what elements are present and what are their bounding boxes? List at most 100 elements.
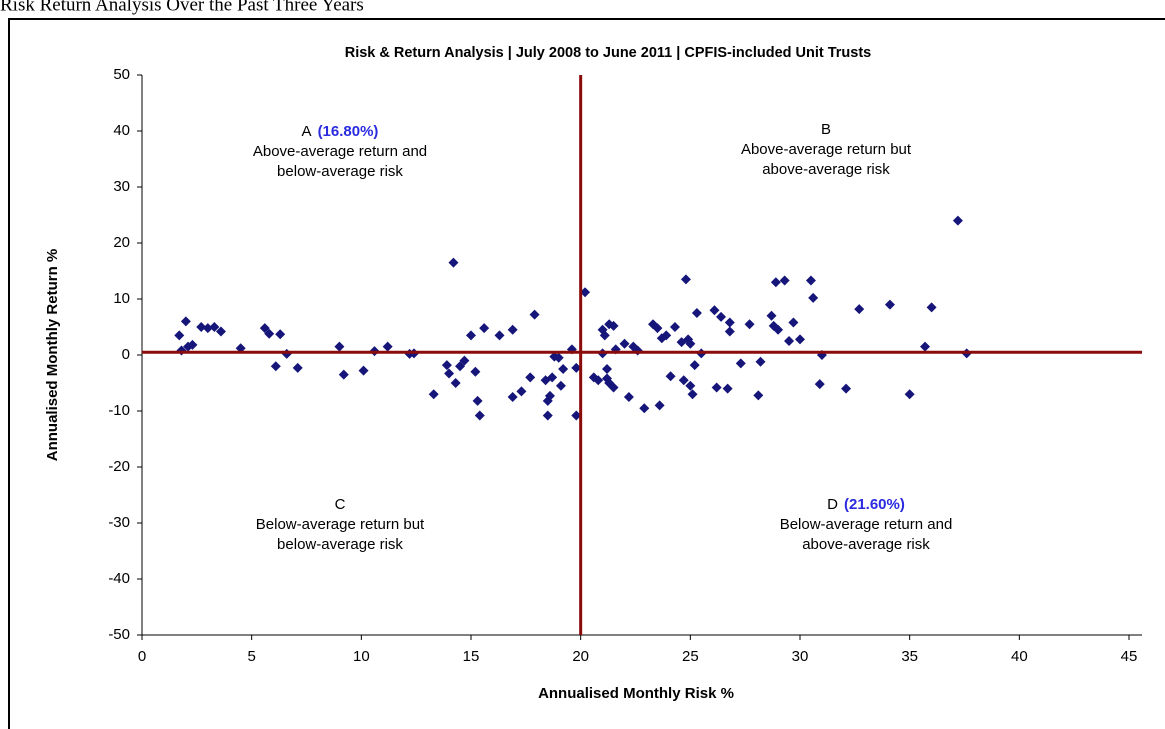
point [174,330,185,341]
point [180,316,191,327]
x-tick-label: 0 [138,648,146,665]
point [571,410,582,421]
point [334,341,345,352]
point [529,309,540,320]
quadrant-description: above-average risk [802,536,930,553]
point [904,389,915,400]
point [854,304,865,315]
point [202,323,213,334]
point [382,341,393,352]
quadrant-heading: D (21.60%) [827,496,905,513]
point [281,348,292,359]
point [722,383,733,394]
point [571,362,582,373]
point [766,310,777,321]
y-tick-label: -30 [108,514,130,531]
point [264,328,275,339]
y-tick-label: -20 [108,458,130,475]
point [466,330,476,341]
point [724,326,735,337]
quadrant-share: (16.80%) [318,123,379,140]
chart-title: Risk & Return Analysis | July 2008 to Ju… [345,45,872,61]
point [920,341,931,352]
quadrant-description: Above-average return but [741,141,912,158]
y-tick-label: 0 [122,346,130,363]
point [472,395,483,406]
y-tick-label: -10 [108,402,130,419]
x-tick-label: 35 [901,648,918,665]
quadrant-description: Below-average return and [780,516,953,533]
point [841,383,852,394]
x-tick-label: 45 [1121,648,1138,665]
quadrant-description: above-average risk [762,161,890,178]
point [209,322,220,332]
point [599,330,610,341]
point [687,389,698,400]
quadrant-description: below-average risk [277,163,403,180]
chart-frame [8,18,1165,729]
point [450,378,461,388]
point [665,371,676,382]
point [755,356,766,367]
point [808,292,819,303]
point [474,410,485,421]
point [724,317,735,328]
point [639,403,650,414]
point [593,375,604,386]
quadrant-share: (21.60%) [844,496,905,513]
y-tick-label: 20 [113,234,130,251]
point [547,372,558,383]
point [652,323,663,334]
point [884,299,895,310]
point [470,366,481,377]
point [779,275,790,286]
point [608,382,619,393]
x-tick-label: 25 [682,648,699,665]
x-axis-label: Annualised Monthly Risk % [538,685,734,702]
point [784,336,795,346]
point [680,274,691,285]
y-axis-label: Annualised Monthly Return % [44,249,61,462]
point [275,329,286,340]
quadrant-letter: D [827,496,838,513]
point [952,215,963,226]
point [479,323,490,334]
point [448,257,459,268]
point [661,330,672,341]
point [428,389,439,400]
point [507,392,518,402]
point [459,355,470,366]
x-tick-label: 5 [247,648,255,665]
point [338,369,349,380]
point [542,410,553,421]
point [795,334,805,345]
point [553,352,564,363]
point [544,390,555,401]
y-tick-label: -50 [108,626,130,643]
point [926,302,937,313]
quadrant-description: Above-average return and [253,143,427,160]
point [608,320,619,331]
point [735,358,746,369]
point [678,375,689,386]
quadrant-letter: A [302,123,312,140]
point [558,364,569,374]
point [805,275,816,286]
x-tick-label: 30 [792,648,809,665]
point [619,338,630,349]
point [814,379,825,390]
point [441,360,452,371]
point [516,386,527,397]
quadrant-heading: A (16.80%) [302,123,379,140]
x-tick-label: 15 [463,648,480,665]
point [788,317,799,328]
point [709,305,720,316]
point [215,326,226,337]
quadrant-letter: B [821,121,831,138]
point [196,322,207,332]
y-tick-label: 50 [113,66,130,83]
x-tick-label: 10 [353,648,370,665]
x-tick-label: 20 [572,648,589,665]
